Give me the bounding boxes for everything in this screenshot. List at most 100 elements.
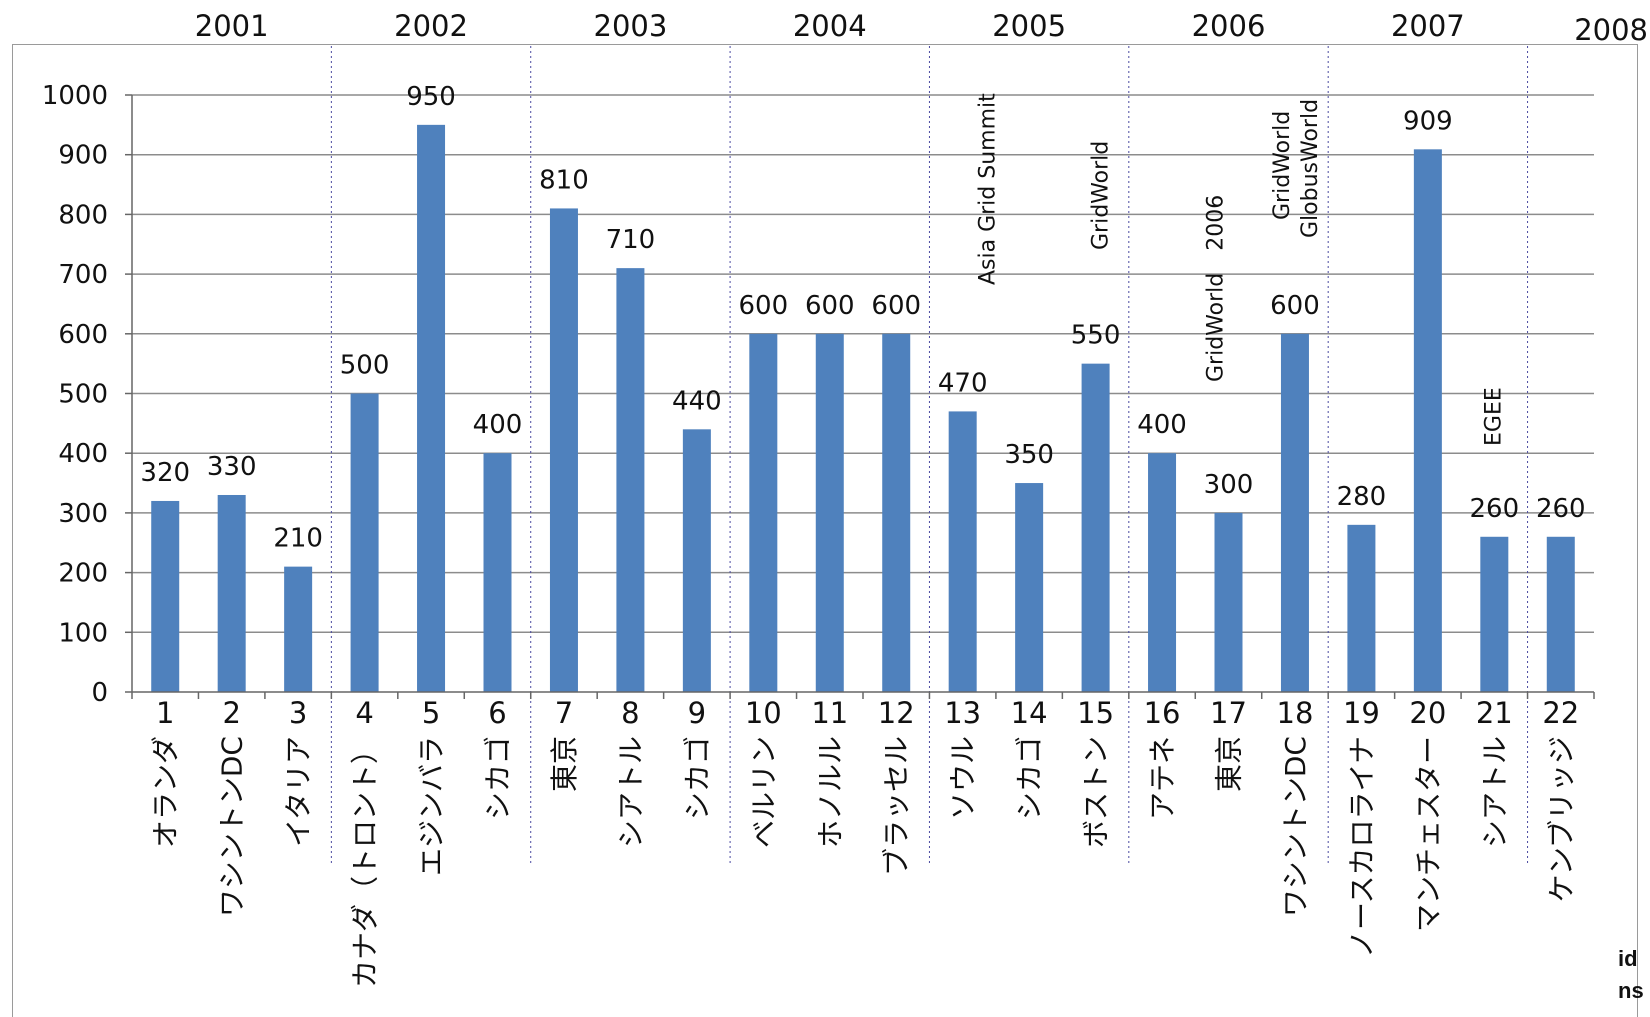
year-separators bbox=[330, 46, 1529, 865]
value-label: 330 bbox=[207, 452, 257, 482]
bar bbox=[1413, 149, 1442, 692]
bar bbox=[1015, 483, 1044, 692]
value-label: 500 bbox=[340, 351, 390, 381]
x-tick-label: 20 bbox=[1409, 696, 1446, 730]
bar bbox=[1480, 536, 1509, 692]
x-tick-label: 7 bbox=[555, 696, 573, 730]
city-label: イタリア bbox=[282, 736, 315, 847]
value-label: 600 bbox=[805, 291, 855, 321]
bar bbox=[1347, 524, 1376, 692]
x-tick-label: 8 bbox=[621, 696, 639, 730]
x-tick-label: 21 bbox=[1476, 696, 1513, 730]
x-tick-label: 17 bbox=[1210, 696, 1247, 730]
bars bbox=[151, 124, 1575, 693]
bar bbox=[815, 333, 844, 692]
city-label: ブラッセル bbox=[880, 736, 913, 876]
x-tick-label: 13 bbox=[944, 696, 981, 730]
value-labels: 320 330 210 500 950 400 810 710 440 600 600 600 470 3… bbox=[140, 82, 1585, 554]
bar bbox=[682, 429, 711, 692]
city-label: マンチェスター bbox=[1412, 736, 1445, 932]
x-tick-label: 3 bbox=[289, 696, 307, 730]
value-label: 320 bbox=[140, 458, 190, 488]
bar bbox=[1546, 536, 1575, 692]
city-label: エジンバラ bbox=[415, 736, 448, 876]
city-label: 東京 bbox=[1213, 736, 1246, 792]
city-label: ホノルル bbox=[814, 736, 847, 848]
x-tick-label: 14 bbox=[1011, 696, 1048, 730]
city-label: 東京 bbox=[548, 736, 581, 792]
bar bbox=[948, 411, 977, 692]
year-label: 2002 bbox=[394, 9, 468, 43]
value-label: 210 bbox=[273, 524, 323, 554]
city-label: シカゴ bbox=[1013, 736, 1046, 820]
bar bbox=[217, 494, 246, 692]
year-labels: 2001 2002 2003 2004 2005 2006 2007 2008 bbox=[195, 9, 1648, 47]
year-label: 2004 bbox=[793, 9, 867, 43]
bar bbox=[616, 268, 645, 692]
bar bbox=[417, 124, 446, 693]
bar bbox=[1214, 512, 1243, 692]
y-axis: 0 100 200 300 400 500 600 700 800 900 1000 bbox=[42, 81, 133, 708]
city-labels: オランダ ワシントンDC イタリア カナダ（トロント） エジンバラ シカゴ 東京 シアトル シカ… bbox=[149, 736, 1578, 988]
value-label: 810 bbox=[539, 165, 589, 195]
value-label: 950 bbox=[406, 82, 456, 112]
x-tick-label: 5 bbox=[422, 696, 440, 730]
city-label: シカゴ bbox=[681, 736, 714, 820]
city-label: アテネ bbox=[1146, 736, 1179, 820]
value-label: 300 bbox=[1204, 470, 1254, 500]
y-tick-label: 400 bbox=[58, 439, 108, 469]
value-label: 600 bbox=[1270, 291, 1320, 321]
x-tick-label: 19 bbox=[1343, 696, 1380, 730]
y-tick-label: 100 bbox=[58, 618, 108, 648]
y-tick-label: 900 bbox=[58, 141, 108, 171]
y-tick-label: 600 bbox=[58, 320, 108, 350]
value-label: 470 bbox=[938, 368, 988, 398]
event-annotation: EGEE bbox=[1481, 387, 1506, 446]
event-annotation: GridWorld bbox=[1089, 141, 1114, 250]
y-tick-label: 300 bbox=[58, 499, 108, 529]
city-label: ケンブリッジ bbox=[1545, 736, 1578, 902]
bar bbox=[350, 393, 379, 692]
city-label: ノースカロライナ bbox=[1345, 736, 1378, 958]
x-tick-label: 15 bbox=[1077, 696, 1114, 730]
x-tick-label: 16 bbox=[1144, 696, 1181, 730]
bar bbox=[151, 500, 180, 692]
city-label: シアトル bbox=[1478, 736, 1511, 848]
bar bbox=[1148, 453, 1177, 692]
chart-frame bbox=[12, 44, 1638, 1017]
event-annotation: GridWorld bbox=[1270, 111, 1295, 220]
year-label: 2008 bbox=[1574, 13, 1648, 47]
year-label: 2007 bbox=[1391, 9, 1465, 43]
bar bbox=[483, 453, 512, 692]
city-label: ソウル bbox=[947, 736, 980, 820]
bar bbox=[549, 208, 578, 692]
x-tick-label: 11 bbox=[811, 696, 848, 730]
y-tick-label: 1000 bbox=[42, 81, 108, 111]
x-tick-label: 12 bbox=[878, 696, 915, 730]
year-label: 2005 bbox=[992, 9, 1066, 43]
city-label: ワシントンDC bbox=[1279, 736, 1312, 917]
value-label: 400 bbox=[473, 410, 523, 440]
value-label: 440 bbox=[672, 386, 722, 416]
value-label: 400 bbox=[1137, 410, 1187, 440]
x-tick-label: 18 bbox=[1277, 696, 1314, 730]
x-tick-label: 4 bbox=[355, 696, 373, 730]
event-annotation: GridWorld 2006 bbox=[1204, 195, 1229, 382]
x-tick-label: 1 bbox=[156, 696, 174, 730]
corner-text-1: id bbox=[1618, 946, 1638, 971]
corner-text-2: ns bbox=[1618, 978, 1644, 1003]
bar bbox=[1280, 333, 1309, 692]
city-label: ベルリン bbox=[747, 736, 780, 848]
event-annotation: Asia Grid Summit bbox=[976, 93, 1001, 285]
value-label: 350 bbox=[1004, 440, 1054, 470]
x-tick-label: 22 bbox=[1542, 696, 1579, 730]
value-label: 260 bbox=[1536, 494, 1586, 524]
y-tick-label: 200 bbox=[58, 559, 108, 589]
event-annotation: GlobusWorld bbox=[1298, 99, 1323, 238]
value-label: 550 bbox=[1071, 321, 1121, 351]
city-label: シカゴ bbox=[482, 736, 515, 820]
event-annotations: Asia Grid Summit GridWorld GridWorld 2006 G… bbox=[976, 93, 1507, 446]
value-label: 909 bbox=[1403, 106, 1453, 136]
y-tick-label: 0 bbox=[91, 678, 108, 708]
